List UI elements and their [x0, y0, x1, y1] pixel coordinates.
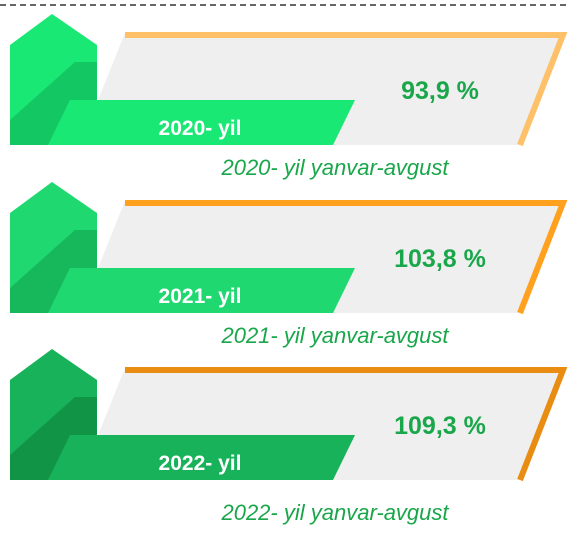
panel: 93,9 % 2020- yil — [10, 14, 568, 147]
panel: 109,3 % 2022- yil — [10, 349, 568, 482]
value-text: 93,9 % — [401, 77, 479, 105]
caption: 2021- yil yanvar-avgust — [220, 323, 449, 348]
year-label: 2022- yil — [159, 452, 242, 475]
accent-border — [125, 200, 568, 315]
value-text: 103,8 % — [394, 245, 486, 273]
year-banner — [48, 435, 355, 480]
year-label: 2020- yil — [159, 117, 242, 140]
caption: 2020- yil yanvar-avgust — [220, 155, 449, 180]
year-banner — [48, 268, 355, 313]
year-label: 2021- yil — [159, 285, 242, 308]
accent-border — [125, 367, 568, 482]
caption: 2022- yil yanvar-avgust — [220, 500, 449, 525]
accent-border — [125, 32, 568, 147]
value-text: 109,3 % — [394, 412, 486, 440]
year-banner — [48, 100, 355, 145]
panel: 103,8 % 2021- yil — [10, 182, 568, 315]
